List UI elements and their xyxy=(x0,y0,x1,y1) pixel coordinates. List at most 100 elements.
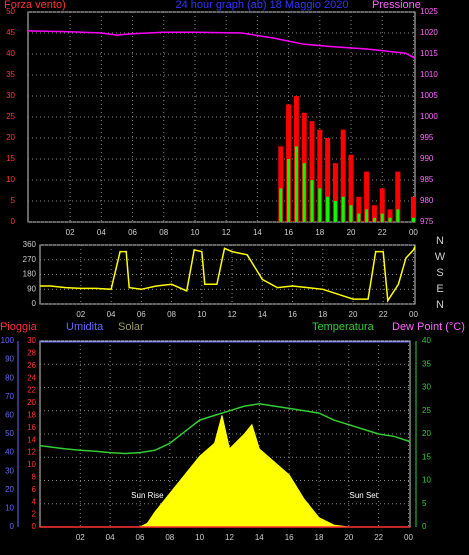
wind-bar xyxy=(278,146,284,222)
series-line xyxy=(40,246,416,303)
y-tick-label: 995 xyxy=(420,133,434,142)
y-tick-label: 990 xyxy=(420,154,434,163)
x-tick-label: 10 xyxy=(191,228,200,237)
y-tick-label: 35 xyxy=(6,70,15,79)
series-label: Temperatura xyxy=(312,321,375,333)
series-label: Dew Point (°C) xyxy=(392,321,465,333)
y-tick-label: 14 xyxy=(27,435,36,444)
y-tick-label: 360 xyxy=(23,240,37,249)
y-tick-label: 1005 xyxy=(420,91,438,100)
y-tick-label: 30 xyxy=(5,466,14,475)
wind-bar xyxy=(333,201,337,222)
wind-bar xyxy=(388,217,392,222)
wind-bar xyxy=(287,159,291,222)
x-tick-label: 08 xyxy=(159,228,168,237)
y-tick-label: 30 xyxy=(422,383,431,392)
y-tick-label: 1025 xyxy=(420,7,438,16)
wind-bar xyxy=(332,163,338,222)
x-tick-label: 00 xyxy=(409,310,418,319)
x-tick-label: 18 xyxy=(318,310,327,319)
y-tick-label: 30 xyxy=(6,91,15,100)
direction-label: S xyxy=(436,267,443,279)
y-tick-label: 22 xyxy=(27,386,36,395)
y-tick-label: 5 xyxy=(422,499,427,508)
wind-bar xyxy=(348,154,354,222)
x-tick-label: 20 xyxy=(347,228,356,237)
x-tick-label: 16 xyxy=(285,533,294,542)
x-tick-label: 16 xyxy=(284,228,293,237)
x-tick-label: 20 xyxy=(344,533,353,542)
x-tick-label: 22 xyxy=(378,228,387,237)
wind-bar xyxy=(309,121,315,222)
x-tick-label: 06 xyxy=(128,228,137,237)
y-tick-label: 10 xyxy=(27,460,36,469)
y-tick-label: 12 xyxy=(27,448,36,457)
y-tick-label: 0 xyxy=(11,217,16,226)
x-tick-label: 02 xyxy=(66,228,75,237)
y-tick-label: 35 xyxy=(422,359,431,368)
x-tick-label: 22 xyxy=(379,310,388,319)
x-tick-label: 06 xyxy=(137,310,146,319)
wind-bar xyxy=(356,196,362,222)
wind-bar xyxy=(340,129,346,222)
y-tick-label: 20 xyxy=(27,398,36,407)
y-tick-label: 90 xyxy=(27,284,36,293)
x-tick-label: 04 xyxy=(106,533,115,542)
x-tick-label: 18 xyxy=(315,533,324,542)
y-tick-label: 90 xyxy=(5,355,14,364)
y-tick-label: 8 xyxy=(32,473,37,482)
y-tick-label: 0 xyxy=(32,522,37,531)
wind-bar xyxy=(357,213,361,222)
y-tick-label: 100 xyxy=(1,336,15,345)
x-tick-label: 00 xyxy=(409,228,418,237)
wind-bar xyxy=(410,196,416,222)
axis-label: Forza vento) xyxy=(4,0,66,11)
wind-bar xyxy=(396,209,400,222)
y-tick-label: 40 xyxy=(5,448,14,457)
y-tick-label: 1000 xyxy=(420,112,438,121)
wind-bar xyxy=(379,188,385,222)
annotation: Sun Rise xyxy=(131,491,164,500)
direction-label: N xyxy=(436,235,444,247)
axis-label: Pressione xyxy=(372,0,421,11)
x-tick-label: 02 xyxy=(76,310,85,319)
y-tick-label: 975 xyxy=(420,217,434,226)
y-tick-label: 6 xyxy=(32,485,37,494)
x-tick-label: 10 xyxy=(197,310,206,319)
y-tick-label: 45 xyxy=(6,28,15,37)
x-tick-label: 16 xyxy=(288,310,297,319)
y-tick-label: 5 xyxy=(11,196,16,205)
x-tick-label: 02 xyxy=(76,533,85,542)
y-tick-label: 0 xyxy=(422,522,427,531)
y-tick-label: 0 xyxy=(32,299,37,308)
series-label: Umidita xyxy=(66,321,104,333)
x-tick-label: 14 xyxy=(258,310,267,319)
y-tick-label: 20 xyxy=(422,429,431,438)
y-tick-label: 40 xyxy=(422,336,431,345)
wind-bar xyxy=(279,188,283,222)
direction-label: E xyxy=(436,283,443,295)
wind-bar xyxy=(310,180,314,222)
x-tick-label: 08 xyxy=(167,310,176,319)
y-tick-label: 25 xyxy=(422,406,431,415)
x-tick-label: 18 xyxy=(315,228,324,237)
y-tick-label: 10 xyxy=(6,175,15,184)
y-tick-label: 16 xyxy=(27,423,36,432)
x-tick-label: 06 xyxy=(136,533,145,542)
wind-bar xyxy=(387,209,393,222)
y-tick-label: 20 xyxy=(6,133,15,142)
x-tick-label: 20 xyxy=(349,310,358,319)
y-tick-label: 40 xyxy=(6,49,15,58)
x-tick-label: 14 xyxy=(255,533,264,542)
y-tick-label: 30 xyxy=(27,336,36,345)
wind-bar xyxy=(302,163,306,222)
series-label: Solar xyxy=(118,321,144,333)
y-tick-label: 28 xyxy=(27,349,36,358)
y-tick-label: 2 xyxy=(32,510,37,519)
x-tick-label: 12 xyxy=(225,533,234,542)
wind-bar xyxy=(411,217,415,222)
wind-bar xyxy=(364,171,370,222)
solar-area xyxy=(40,415,410,528)
x-tick-label: 12 xyxy=(228,310,237,319)
